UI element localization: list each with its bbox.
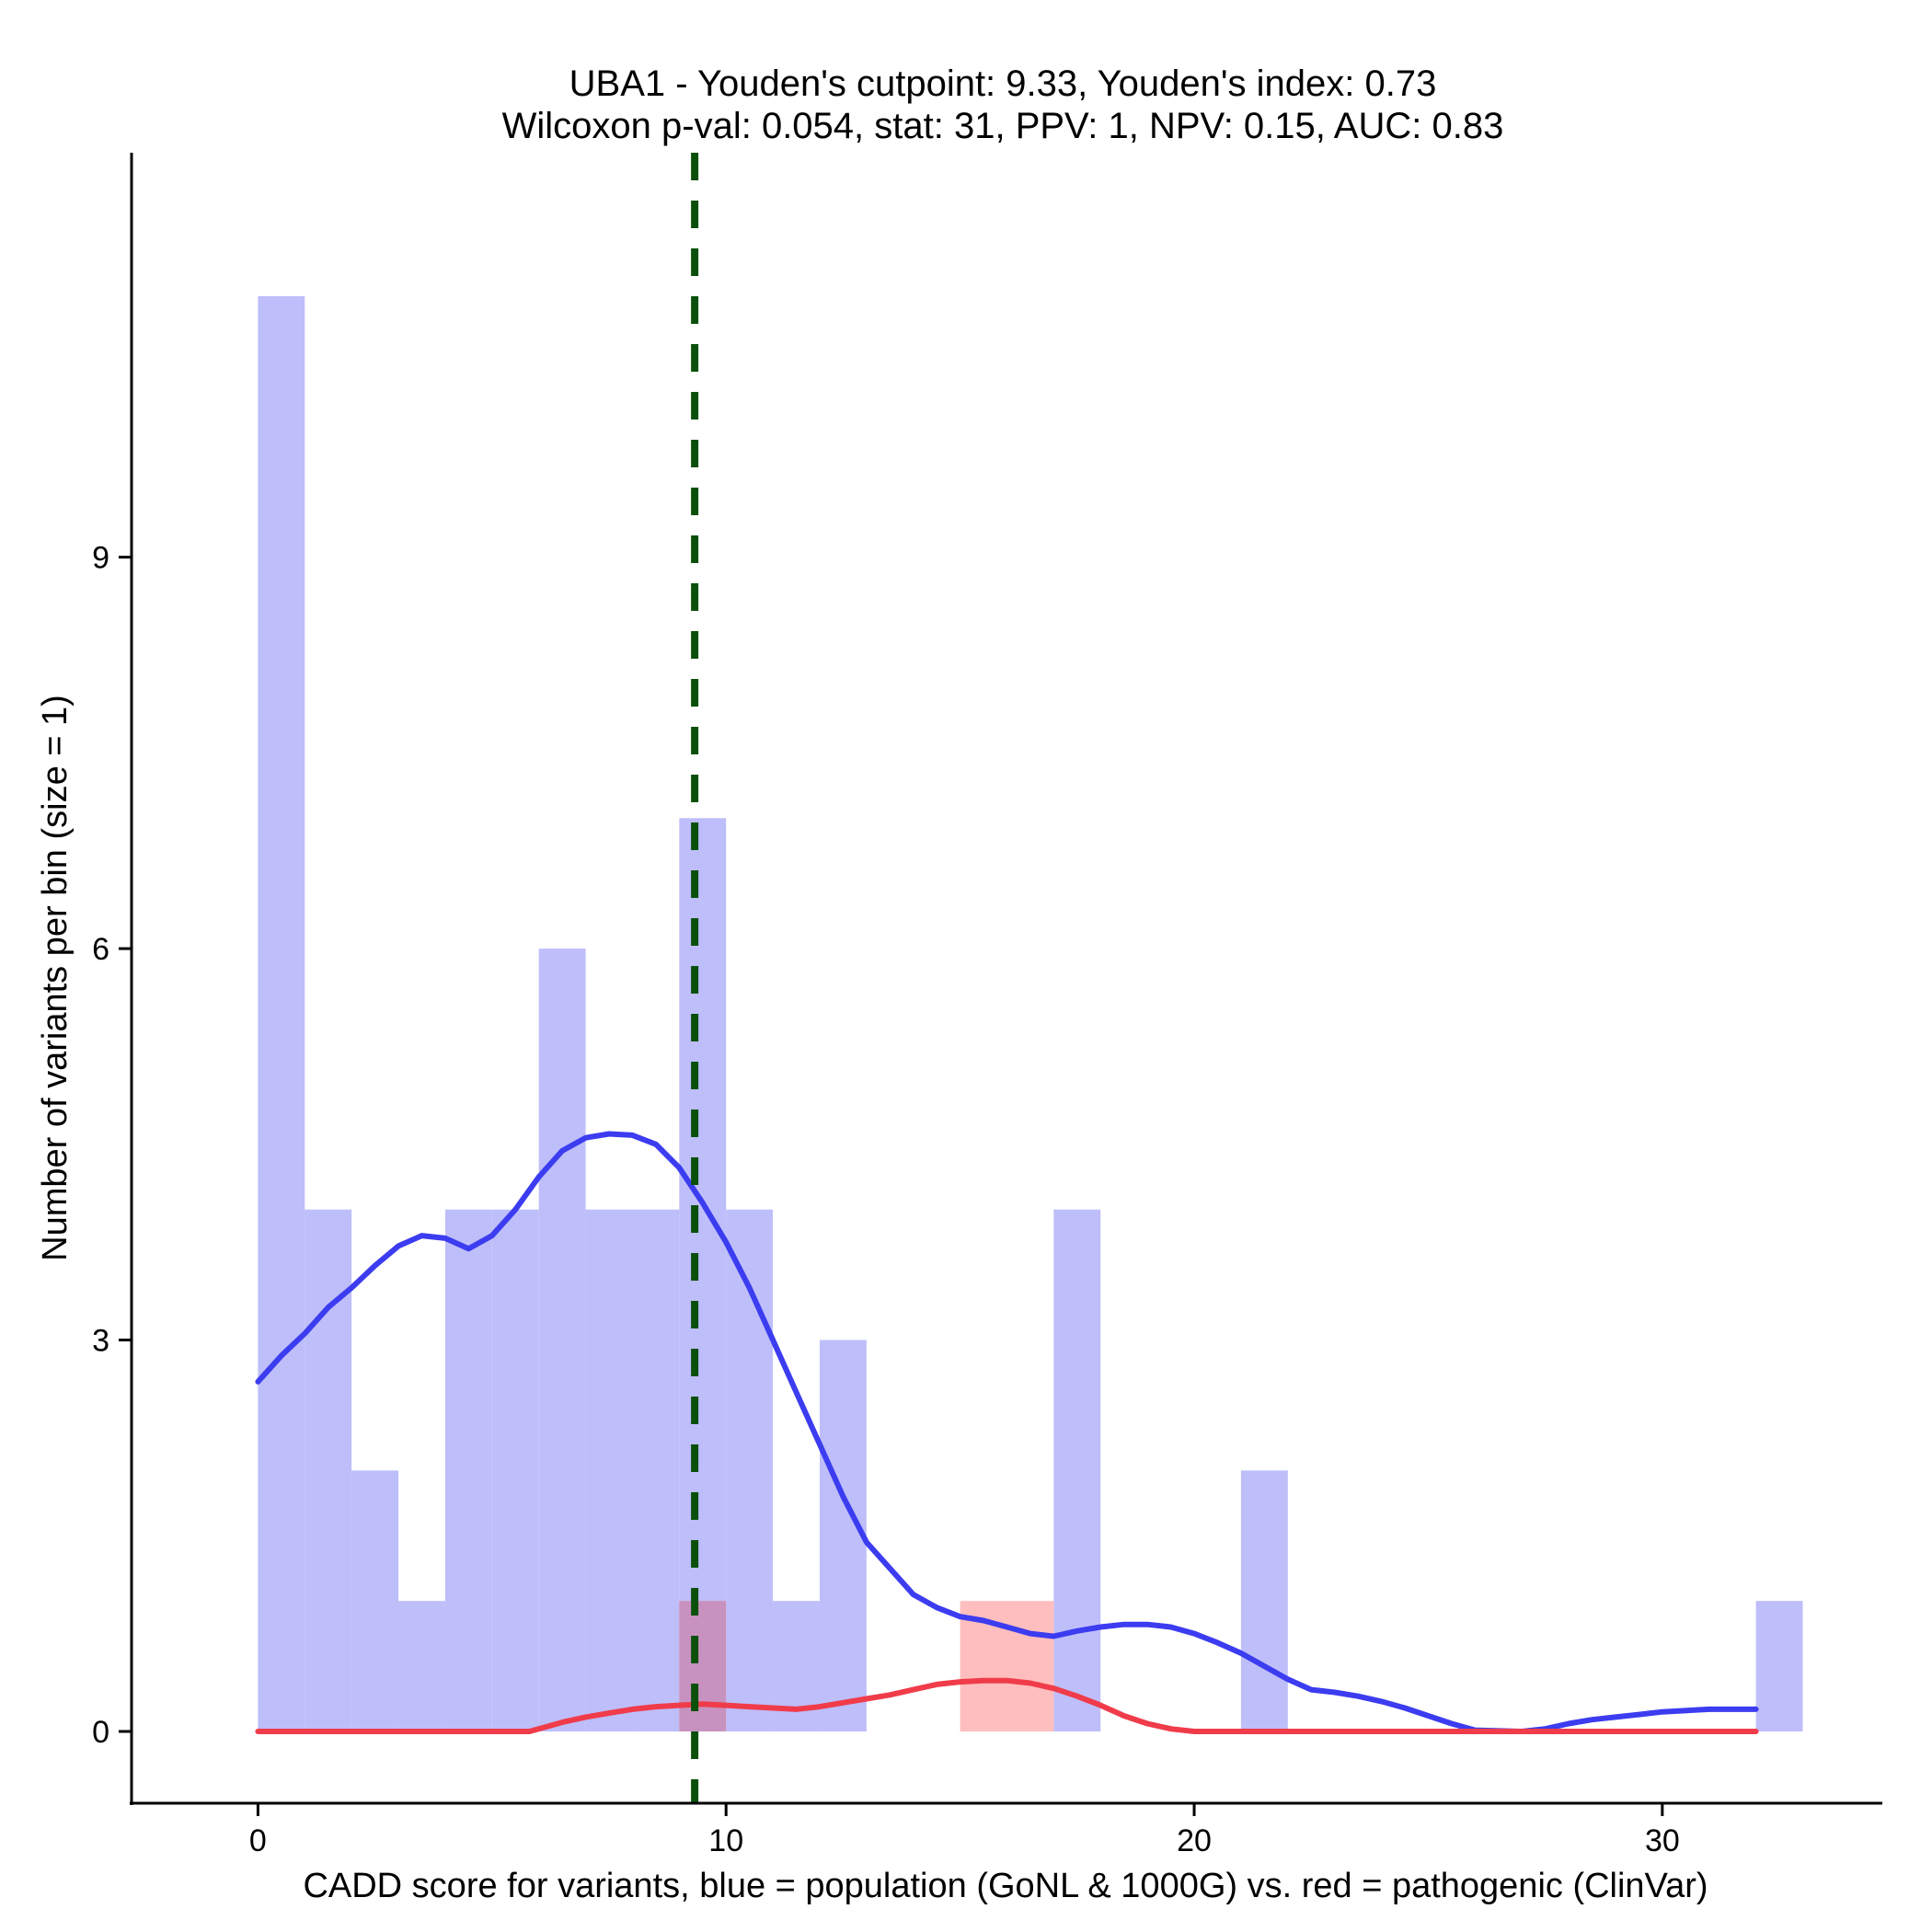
overlap-bars: [679, 1601, 727, 1731]
population-bar: [819, 1340, 867, 1731]
y-tick-label: 3: [92, 1324, 109, 1359]
population-bar: [1240, 1470, 1288, 1731]
x-tick-label: 30: [1645, 1823, 1680, 1858]
x-axis-label: CADD score for variants, blue = populati…: [303, 1867, 1708, 1905]
population-bar: [1755, 1601, 1803, 1731]
population-bar: [679, 818, 727, 1731]
population-bar: [585, 1209, 633, 1731]
x-tick-label: 10: [708, 1823, 743, 1858]
x-tick-label: 20: [1177, 1823, 1212, 1858]
population-bar: [1053, 1209, 1101, 1731]
population-bar: [538, 949, 586, 1731]
chart-title-line2: Wilcoxon p-val: 0.054, stat: 31, PPV: 1,…: [502, 106, 1504, 146]
population-bar: [398, 1601, 445, 1731]
y-tick-label: 9: [92, 541, 109, 576]
population-bar: [632, 1209, 680, 1731]
population-bar: [305, 1209, 352, 1731]
population-bar: [351, 1470, 399, 1731]
x-tick-label: 0: [249, 1823, 267, 1858]
population-bars: [258, 296, 1803, 1731]
population-bar: [444, 1209, 492, 1731]
population-bar: [258, 296, 305, 1731]
population-bar: [726, 1209, 774, 1731]
population-bar: [491, 1209, 539, 1731]
chart-title-line1: UBA1 - Youden's cutpoint: 9.33, Youden's…: [569, 63, 1437, 104]
population-density-line: [255, 1131, 1759, 1734]
overlap-bar: [679, 1601, 727, 1731]
y-axis-label: Number of variants per bin (size = 1): [36, 695, 75, 1261]
y-tick-label: 6: [92, 932, 109, 967]
pathogenic-density-line: [255, 1677, 1759, 1734]
x-axis-ticks: 0 10 20 30: [249, 1803, 1680, 1858]
pathogenic-bar: [1006, 1601, 1054, 1731]
y-axis-ticks: 0 3 6 9: [92, 541, 132, 1750]
y-tick-label: 0: [92, 1715, 109, 1750]
